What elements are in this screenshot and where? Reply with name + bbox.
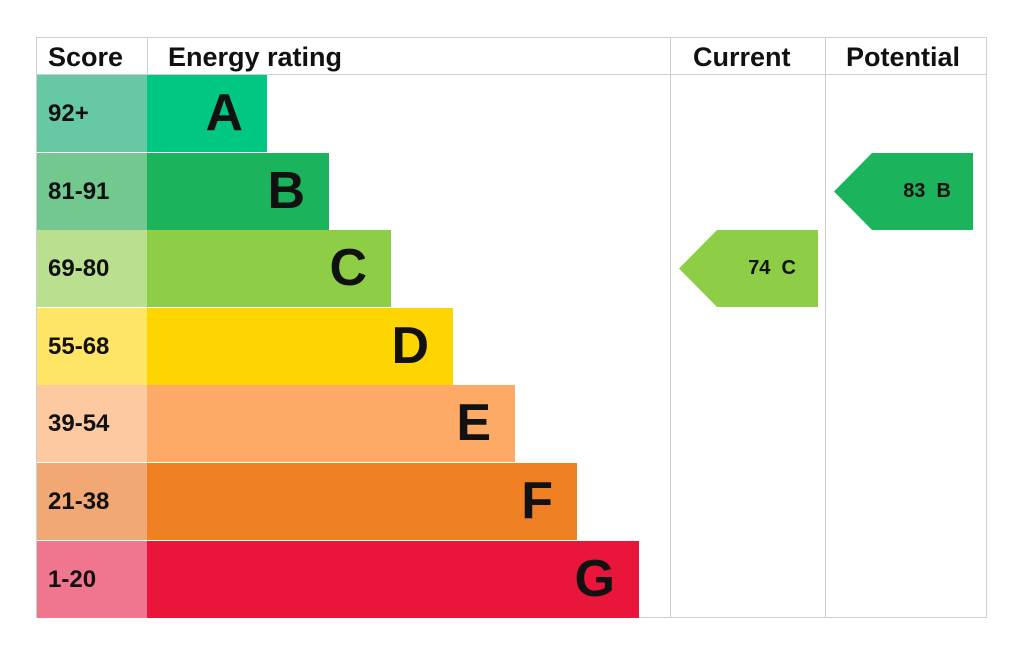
score-range: 69-80 xyxy=(37,230,147,308)
rating-bar: E xyxy=(147,385,515,463)
rating-bar: D xyxy=(147,307,453,385)
score-range: 21-38 xyxy=(37,463,147,540)
divider xyxy=(670,37,671,618)
score-range: 55-68 xyxy=(37,307,147,385)
rating-letter: D xyxy=(391,316,429,375)
rating-bar: C xyxy=(147,230,391,308)
rating-letter: G xyxy=(574,549,615,608)
current-rating-label: 74 C xyxy=(748,257,796,279)
divider xyxy=(825,37,826,618)
rating-letter: B xyxy=(267,161,305,220)
score-range: 1-20 xyxy=(37,540,147,618)
score-header: Score xyxy=(48,42,124,72)
rating-letter: E xyxy=(456,394,491,453)
score-range: 92+ xyxy=(37,75,147,152)
current-rating-arrow: 74 C xyxy=(679,230,818,307)
rating-letter: A xyxy=(205,84,243,142)
rating-bar: A xyxy=(147,75,267,152)
header-divider xyxy=(36,74,987,75)
current-header: Current xyxy=(693,42,791,72)
potential-header: Potential xyxy=(846,42,961,72)
rating-bar: B xyxy=(147,152,329,230)
score-range: 39-54 xyxy=(37,385,147,463)
rating-letter: C xyxy=(329,239,367,298)
rating-bar: G xyxy=(147,540,639,618)
rating-letter: F xyxy=(521,472,553,530)
potential-rating-label: 83 B xyxy=(903,180,951,202)
energy-rating-header: Energy rating xyxy=(168,42,343,72)
score-range: 81-91 xyxy=(37,152,147,230)
rating-bar: F xyxy=(147,463,577,540)
potential-rating-arrow: 83 B xyxy=(834,153,973,230)
